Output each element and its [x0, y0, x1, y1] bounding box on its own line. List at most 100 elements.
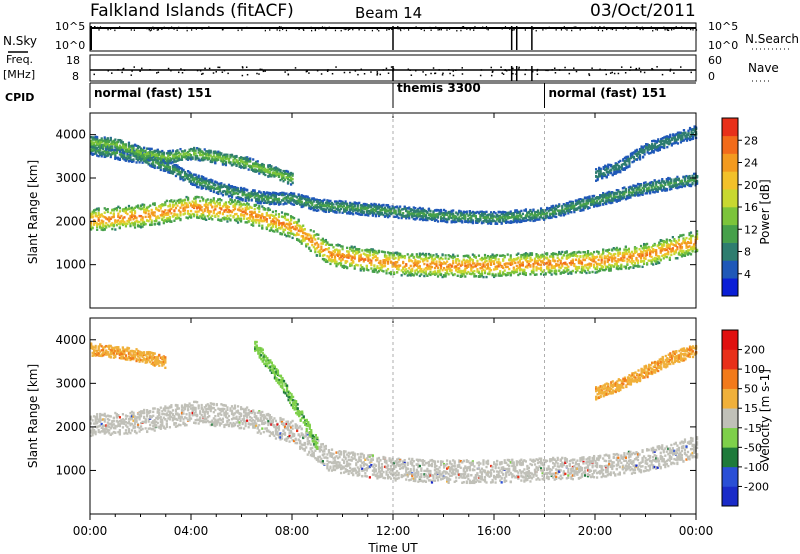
echo-cell — [374, 251, 378, 254]
echo-cell — [141, 217, 144, 220]
nave-dot — [262, 70, 265, 73]
echo-cell — [118, 221, 121, 224]
echo-cell — [202, 217, 205, 220]
echo-cell — [329, 243, 332, 247]
echo-cell — [271, 214, 274, 218]
echo-cell — [147, 212, 150, 216]
echo-cell — [171, 203, 175, 207]
nave-dot — [643, 71, 646, 74]
echo-cell — [171, 201, 175, 204]
echo-cell — [105, 225, 108, 228]
echo-cell — [455, 265, 458, 268]
nave-dot — [554, 72, 557, 74]
echo-cell — [530, 252, 534, 255]
echo-cell — [258, 221, 261, 225]
beam-label: Beam 14 — [355, 4, 422, 22]
echo-cell — [246, 207, 249, 211]
echo-cell — [138, 207, 141, 210]
echo-cell — [352, 261, 355, 264]
echo-cell — [317, 209, 320, 212]
echo-cell — [229, 209, 232, 213]
echo-cell — [255, 203, 258, 207]
echo-cell — [246, 188, 249, 192]
echo-cell — [123, 220, 126, 224]
noise-dot — [336, 27, 338, 29]
echo-cell — [411, 254, 414, 257]
echo-cell — [465, 266, 468, 269]
echo-cell — [388, 255, 391, 258]
echo-cell — [339, 259, 343, 262]
echo-cell — [299, 227, 302, 230]
echo-cell — [518, 272, 521, 275]
echo-cell — [149, 217, 152, 221]
echo-cell — [652, 263, 655, 266]
echo-cell — [162, 221, 165, 225]
echo-cell — [423, 257, 426, 261]
nave-dot — [181, 72, 184, 74]
echo-cell — [405, 264, 408, 267]
echo-cell — [346, 246, 349, 250]
echo-cell — [143, 210, 146, 214]
nave-dot — [286, 69, 289, 72]
echo-cell — [265, 227, 268, 231]
echo-cell — [620, 264, 623, 267]
nave-dot — [202, 72, 204, 75]
nave-dot — [656, 66, 658, 68]
noise-dot — [377, 27, 379, 30]
echo-cell — [426, 274, 429, 277]
echo-cell — [429, 253, 432, 257]
echo-cell — [439, 273, 443, 277]
nave-dot — [501, 72, 504, 74]
echo-cell — [339, 245, 343, 248]
noise-dot — [415, 26, 417, 28]
echo-cell — [221, 194, 225, 197]
echo-cell — [427, 265, 431, 268]
echo-cell — [435, 262, 438, 266]
echo-cell — [271, 218, 274, 221]
echo-cell — [349, 254, 352, 258]
noise-dot — [303, 29, 305, 31]
echo-cell — [338, 249, 341, 252]
nave-dot — [611, 71, 614, 74]
echo-cell — [308, 233, 311, 236]
nave-dot — [121, 71, 123, 74]
noise-dot — [435, 26, 437, 28]
echo-cell — [446, 268, 449, 271]
nave-dot — [382, 69, 385, 71]
echo-cell — [309, 234, 312, 238]
echo-cell — [323, 253, 326, 257]
nave-dot — [449, 72, 451, 75]
echo-cell — [611, 249, 614, 252]
echo-cell — [544, 272, 547, 275]
nave-dot — [287, 73, 290, 75]
echo-cell — [271, 222, 274, 226]
echo-cell — [327, 243, 331, 246]
echo-cell — [415, 273, 418, 276]
echo-cell — [249, 205, 252, 209]
echo-cell — [271, 229, 274, 233]
echo-cell — [371, 253, 374, 257]
echo-cell — [133, 212, 137, 215]
echo-cell — [565, 251, 568, 254]
echo-cell — [297, 219, 300, 222]
noise-dot — [264, 29, 266, 32]
echo-cell — [358, 254, 361, 258]
echo-cell — [312, 245, 315, 249]
nave-label: Nave — [748, 61, 779, 75]
echo-cell — [139, 223, 143, 226]
echo-cell — [624, 245, 627, 249]
echo-cell — [164, 209, 167, 212]
echo-cell — [91, 226, 94, 230]
echo-cell — [121, 220, 125, 223]
echo-cell — [182, 213, 185, 216]
echo-cell — [439, 264, 443, 267]
echo-cell — [164, 212, 167, 215]
echo-cell — [123, 207, 126, 211]
echo-cell — [196, 203, 199, 207]
echo-cell — [465, 264, 468, 268]
nave-tick-high: 60 — [708, 54, 722, 67]
echo-cell — [194, 210, 197, 213]
echo-cell — [464, 271, 467, 274]
echo-cell — [147, 219, 150, 223]
echo-cell — [173, 209, 176, 212]
